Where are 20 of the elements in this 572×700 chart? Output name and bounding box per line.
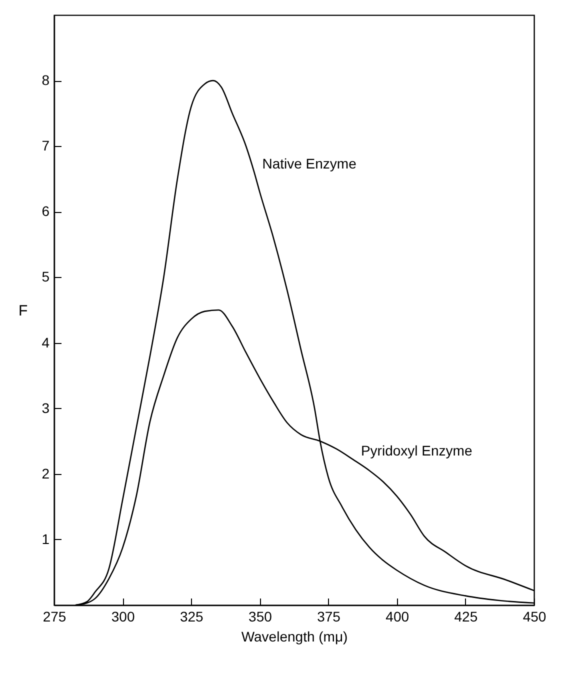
y-tick-label: 3	[42, 400, 50, 416]
x-tick-label: 375	[317, 608, 341, 624]
x-tick-label: 275	[42, 608, 66, 624]
x-tick-label: 300	[111, 608, 135, 624]
x-tick-label: 450	[522, 608, 546, 624]
x-tick-label: 325	[180, 608, 204, 624]
x-tick-label: 425	[454, 608, 478, 624]
y-tick-label: 7	[42, 138, 50, 154]
x-axis-title: Wavelength (mμ)	[241, 628, 348, 644]
x-tick-label: 350	[248, 608, 272, 624]
y-tick-label: 1	[42, 530, 50, 547]
y-tick-label: 8	[42, 72, 50, 88]
series-label: Pyridoxyl Enzyme	[360, 442, 472, 458]
y-tick-label: 4	[42, 334, 50, 350]
y-tick-label: 6	[42, 203, 50, 220]
series-label: Native Enzyme	[262, 155, 357, 172]
y-tick-label: 2	[42, 465, 50, 482]
y-tick-label: 5	[42, 268, 50, 285]
x-tick-label: 400	[386, 608, 410, 624]
y-axis-title: F	[18, 302, 28, 320]
